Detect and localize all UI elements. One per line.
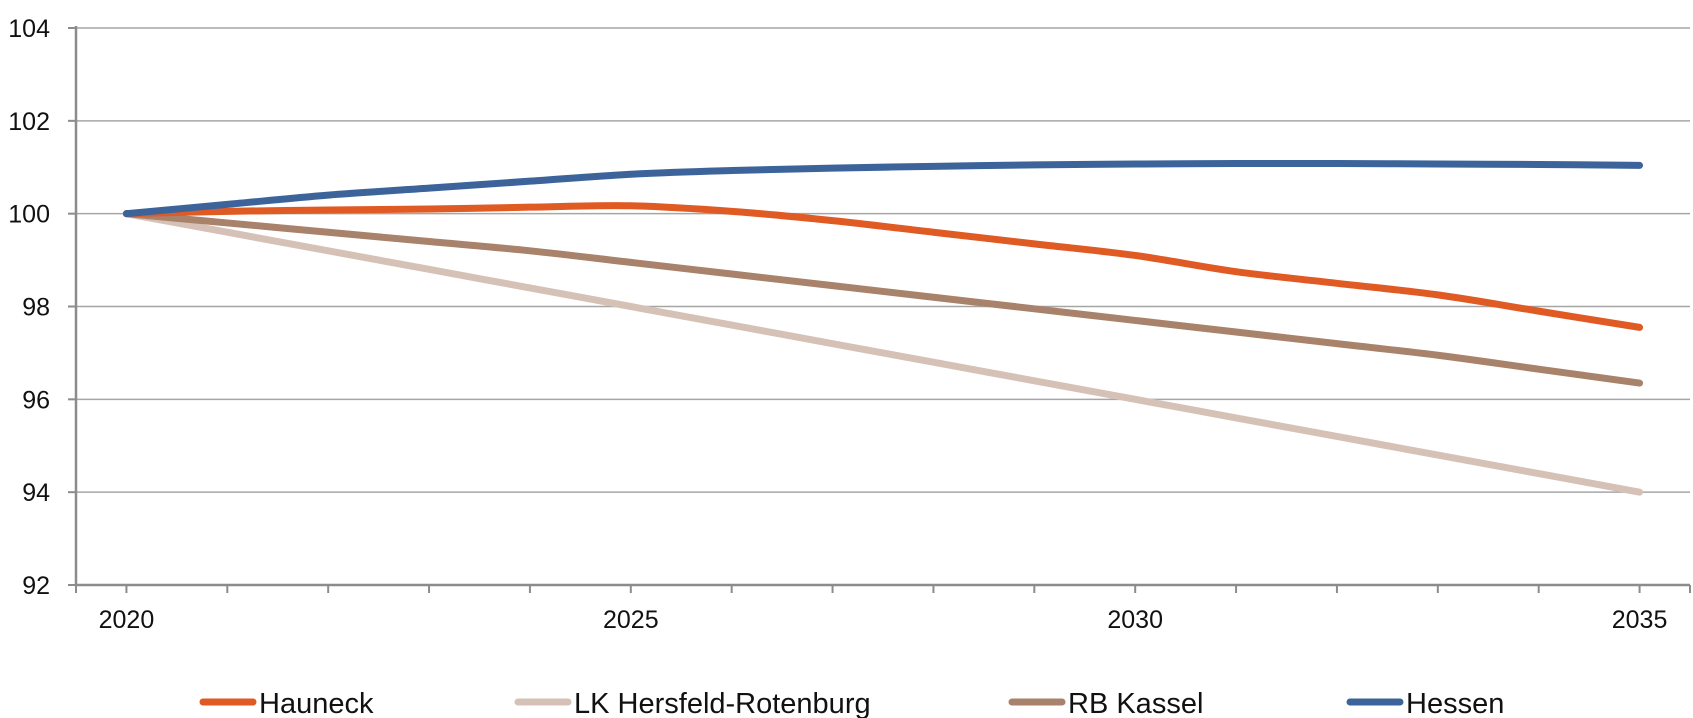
x-tick-label: 2020 — [99, 606, 155, 634]
x-tick-label: 2030 — [1107, 606, 1163, 634]
x-tick-label: 2035 — [1612, 606, 1668, 634]
y-tick-label: 96 — [22, 386, 50, 414]
series-lines — [122, 159, 1644, 496]
y-tick-label: 94 — [22, 479, 50, 507]
series-line-hauneck — [122, 202, 1644, 331]
y-tick-label: 102 — [8, 108, 50, 136]
legend-label-rb-kassel: RB Kassel — [1068, 688, 1203, 718]
legend-label-hessen: Hessen — [1406, 688, 1504, 718]
series-line-lk-hersfeld-rotenburg — [122, 210, 1644, 496]
y-tick-label: 98 — [22, 294, 50, 322]
y-tick-label: 92 — [22, 572, 50, 600]
legend: Hauneck LK Hersfeld-Rotenburg RB Kassel Hes… — [199, 688, 1504, 718]
legend-label-lk-hersfeld-rotenburg: LK Hersfeld-Rotenburg — [574, 688, 871, 718]
gridlines — [76, 27, 1690, 493]
legend-label-hauneck: Hauneck — [259, 688, 374, 718]
series-line-rb-kassel — [122, 210, 1644, 387]
x-tick-label: 2025 — [603, 606, 659, 634]
y-tick-label: 100 — [8, 201, 50, 229]
series-line-hessen — [122, 159, 1644, 218]
axes: 92 94 96 98 100 102 104 2020 2025 2030 2035 — [8, 15, 1691, 634]
y-tick-label: 104 — [8, 15, 50, 43]
